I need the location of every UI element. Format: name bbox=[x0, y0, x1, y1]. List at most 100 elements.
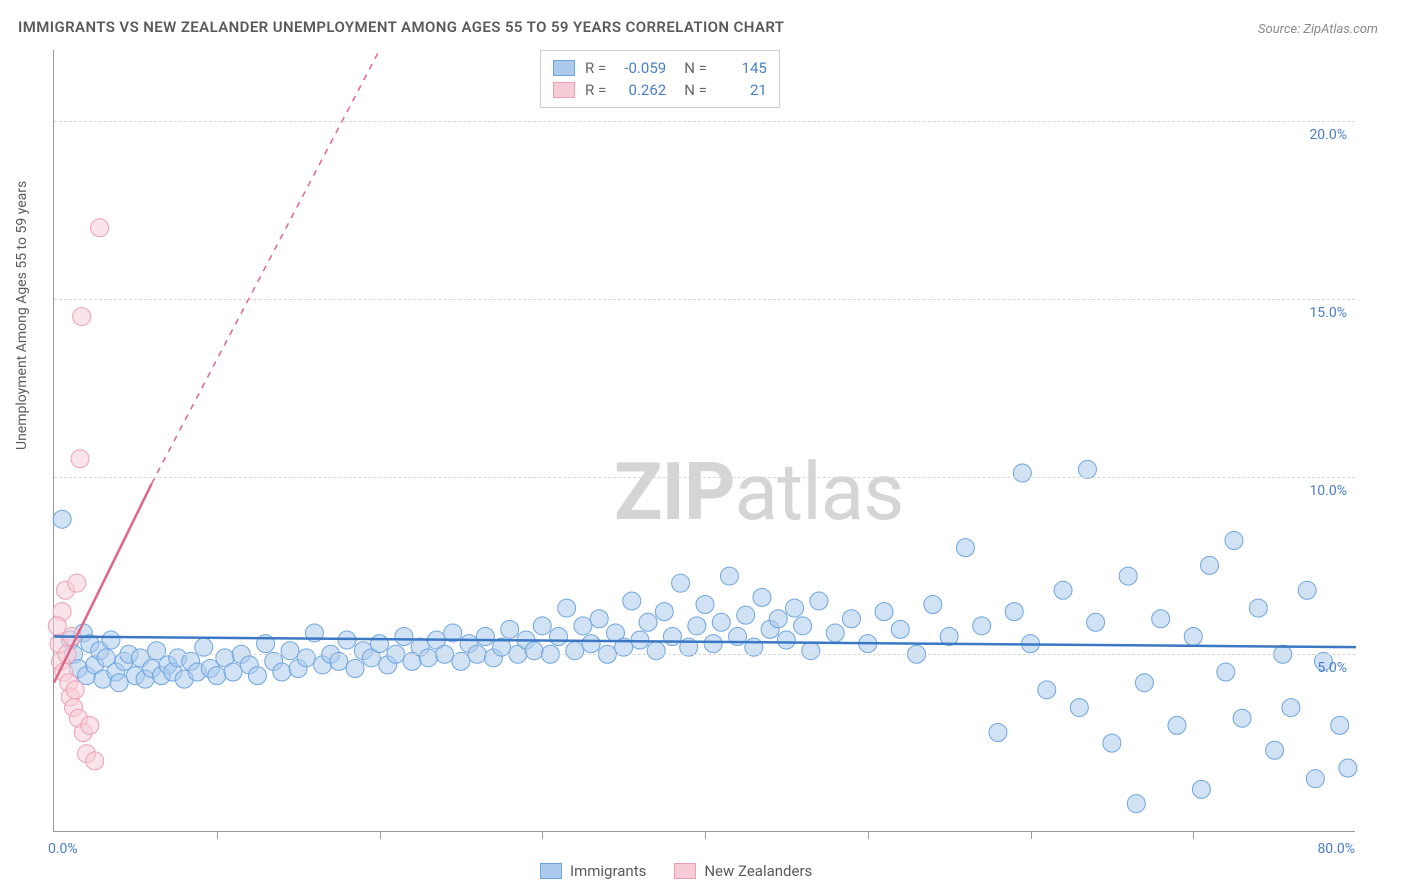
legend-item: New Zealanders bbox=[674, 862, 812, 880]
data-point bbox=[639, 613, 657, 631]
legend-swatch bbox=[553, 82, 575, 98]
gridline bbox=[54, 299, 1355, 300]
chart-svg bbox=[54, 50, 1355, 831]
data-point bbox=[688, 617, 706, 635]
data-point bbox=[973, 617, 991, 635]
data-point bbox=[1192, 780, 1210, 798]
data-point bbox=[346, 659, 364, 677]
data-point bbox=[419, 649, 437, 667]
data-point bbox=[395, 628, 413, 646]
data-point bbox=[1070, 699, 1088, 717]
x-tick bbox=[217, 831, 218, 839]
legend-r-value: -0.059 bbox=[616, 59, 666, 77]
data-point bbox=[1266, 741, 1284, 759]
data-point bbox=[208, 667, 226, 685]
data-point bbox=[525, 642, 543, 660]
data-point bbox=[891, 620, 909, 638]
data-point bbox=[672, 574, 690, 592]
data-point bbox=[582, 635, 600, 653]
y-tick-label: 5.0% bbox=[1317, 660, 1347, 676]
legend-stats-box: R = -0.059 N = 145 R =0.262N =21 bbox=[540, 50, 780, 108]
data-point bbox=[1054, 581, 1072, 599]
legend-n-value: 145 bbox=[717, 59, 767, 77]
legend-n-label: N = bbox=[684, 59, 707, 77]
data-point bbox=[91, 219, 109, 237]
data-point bbox=[248, 667, 266, 685]
data-point bbox=[297, 649, 315, 667]
data-point bbox=[655, 603, 673, 621]
data-point bbox=[1038, 681, 1056, 699]
legend-label: Immigrants bbox=[570, 862, 646, 880]
data-point bbox=[1119, 567, 1137, 585]
legend-item: Immigrants bbox=[540, 862, 646, 880]
x-tick bbox=[705, 831, 706, 839]
data-point bbox=[1282, 699, 1300, 717]
data-point bbox=[224, 663, 242, 681]
data-point bbox=[1298, 581, 1316, 599]
data-point bbox=[704, 635, 722, 653]
data-point bbox=[1135, 674, 1153, 692]
data-point bbox=[273, 663, 291, 681]
data-point bbox=[1184, 628, 1202, 646]
data-point bbox=[574, 617, 592, 635]
data-point bbox=[826, 624, 844, 642]
data-point bbox=[1168, 716, 1186, 734]
x-tick bbox=[868, 831, 869, 839]
gridline bbox=[54, 654, 1355, 655]
y-axis-title: Unemployment Among Ages 55 to 59 years bbox=[14, 181, 30, 450]
data-point bbox=[769, 610, 787, 628]
data-point bbox=[989, 723, 1007, 741]
data-point bbox=[875, 603, 893, 621]
data-point bbox=[647, 642, 665, 660]
data-point bbox=[1005, 603, 1023, 621]
legend-swatch bbox=[540, 863, 562, 879]
data-point bbox=[68, 574, 86, 592]
y-tick-label: 20.0% bbox=[1309, 127, 1347, 143]
x-tick bbox=[380, 831, 381, 839]
y-tick-label: 10.0% bbox=[1309, 483, 1347, 499]
x-tick bbox=[1193, 831, 1194, 839]
data-point bbox=[1233, 709, 1251, 727]
data-point bbox=[71, 450, 89, 468]
data-point bbox=[281, 642, 299, 660]
legend-stats-row: R =0.262N =21 bbox=[553, 79, 767, 101]
data-point bbox=[66, 681, 84, 699]
data-point bbox=[777, 631, 795, 649]
data-point bbox=[558, 599, 576, 617]
data-point bbox=[786, 599, 804, 617]
data-point bbox=[1249, 599, 1267, 617]
data-point bbox=[1217, 663, 1235, 681]
data-point bbox=[1127, 795, 1145, 813]
legend-swatch bbox=[674, 863, 696, 879]
data-point bbox=[371, 635, 389, 653]
legend-stats-row: R = -0.059 N = 145 bbox=[553, 57, 767, 79]
data-point bbox=[476, 628, 494, 646]
x-tick bbox=[542, 831, 543, 839]
data-point bbox=[48, 617, 66, 635]
data-point bbox=[110, 674, 128, 692]
data-point bbox=[501, 620, 519, 638]
x-tick bbox=[1031, 831, 1032, 839]
data-point bbox=[842, 610, 860, 628]
x-min-label: 0.0% bbox=[48, 841, 78, 857]
data-point bbox=[1013, 464, 1031, 482]
data-point bbox=[1103, 734, 1121, 752]
data-point bbox=[102, 631, 120, 649]
y-tick-label: 15.0% bbox=[1309, 305, 1347, 321]
data-point bbox=[566, 642, 584, 660]
data-point bbox=[86, 752, 104, 770]
data-point bbox=[533, 617, 551, 635]
legend-r-label: R = bbox=[585, 59, 606, 77]
legend-n-label: N = bbox=[684, 81, 707, 99]
data-point bbox=[802, 642, 820, 660]
data-point bbox=[1087, 613, 1105, 631]
data-point bbox=[810, 592, 828, 610]
chart-title: IMMIGRANTS VS NEW ZEALANDER UNEMPLOYMENT… bbox=[18, 18, 784, 36]
legend-bottom: Immigrants New Zealanders bbox=[540, 862, 812, 880]
legend-r-label: R = bbox=[585, 81, 606, 99]
legend-swatch bbox=[553, 60, 575, 76]
data-point bbox=[73, 308, 91, 326]
source-attribution: Source: ZipAtlas.com bbox=[1258, 22, 1378, 37]
data-point bbox=[753, 588, 771, 606]
data-point bbox=[1225, 532, 1243, 550]
